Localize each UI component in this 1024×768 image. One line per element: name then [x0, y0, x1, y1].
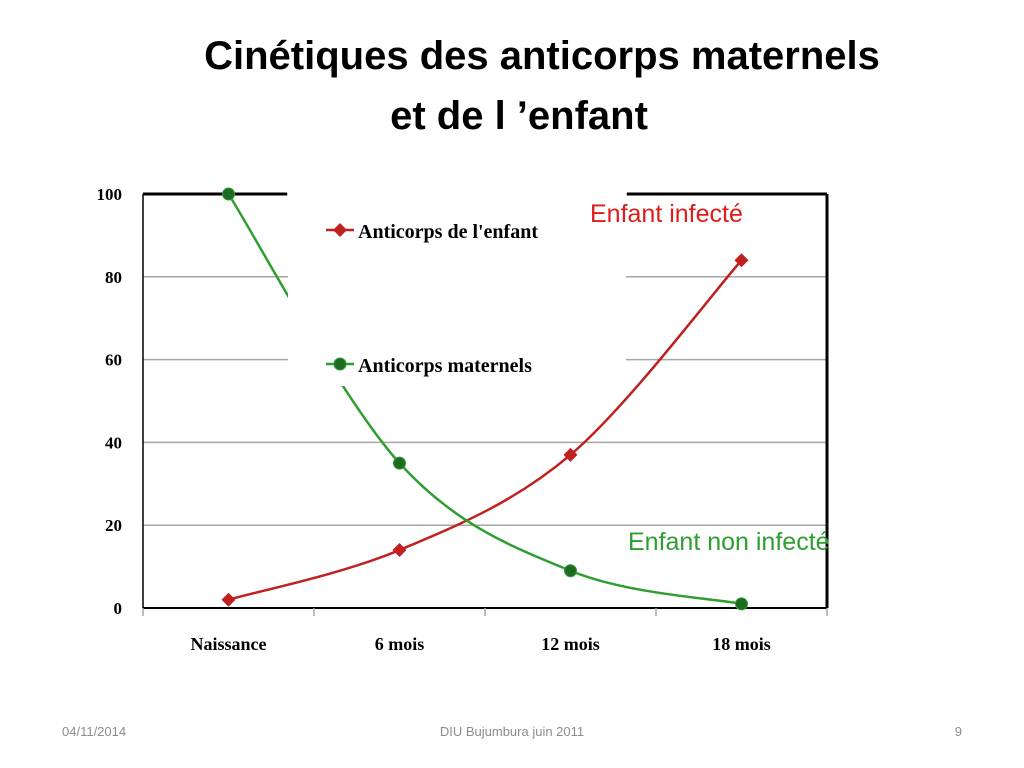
slide-title-line1: Cinétiques des anticorps maternels [204, 34, 880, 78]
series-line-0 [228, 259, 743, 601]
antibody-line-chart: 0 20 40 60 80 100 Naissance 6 mois 12 mois 18 moi… [97, 185, 830, 654]
footer-date: 04/11/2014 [62, 724, 127, 739]
series-1-point-0 [222, 187, 235, 201]
y-tick-label-20: 20 [105, 516, 122, 535]
footer-center-text: DIU Bujumbura juin 2011 [439, 724, 585, 739]
x-tick-label-2: 12 mois [541, 634, 600, 654]
x-tick-label-3: 18 mois [712, 634, 771, 654]
y-tick-label-80: 80 [105, 268, 122, 287]
y-tick-label-0: 0 [114, 599, 123, 618]
series-0-point-2 [563, 447, 578, 462]
page-number: 9 [954, 724, 962, 739]
series-0-point-1 [392, 543, 407, 558]
chart-annotations: Enfant infecté Enfant non infecté [590, 200, 830, 556]
series-1-point-3 [735, 597, 748, 611]
x-tick-label-1: 6 mois [375, 634, 425, 654]
x-tick-label-0: Naissance [191, 634, 267, 654]
legend-marker-0 [333, 223, 347, 237]
y-tick-label-100: 100 [97, 185, 123, 204]
series-1-point-2 [564, 564, 577, 578]
series-0-point-3 [734, 253, 749, 268]
series-1-point-1 [393, 456, 406, 470]
y-tick-label-40: 40 [105, 433, 122, 452]
annotation-1: Enfant non infecté [628, 528, 830, 556]
chart-axes: 0 20 40 60 80 100 Naissance 6 mois 12 mois 18 moi… [97, 185, 829, 654]
slide-title-line2: et de l ’enfant [390, 94, 648, 138]
legend-label-1: Anticorps maternels [358, 355, 532, 377]
legend-box [288, 186, 626, 386]
legend-label-0: Anticorps de l'enfant [358, 221, 538, 243]
annotation-0: Enfant infecté [590, 200, 743, 228]
legend-marker-1 [333, 357, 347, 371]
y-tick-label-60: 60 [105, 351, 122, 370]
chart-legend: Anticorps de l'enfant Anticorps maternels [288, 186, 626, 386]
series-0-point-0 [221, 592, 236, 607]
